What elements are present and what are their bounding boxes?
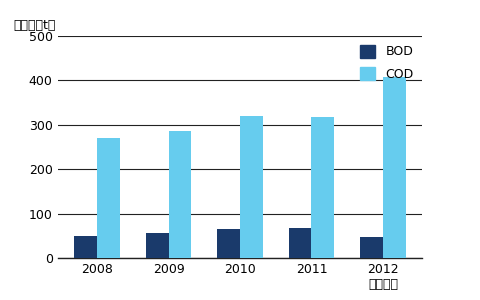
Bar [97, 138, 120, 258]
Bar [312, 117, 335, 258]
Bar [74, 236, 97, 258]
Bar [240, 116, 263, 258]
Bar [383, 77, 406, 258]
Bar [217, 229, 240, 258]
Bar [145, 233, 168, 258]
Text: 排出量（t）: 排出量（t） [14, 19, 56, 32]
Bar [168, 131, 192, 258]
Legend: BOD, COD: BOD, COD [358, 42, 416, 83]
Bar [360, 237, 383, 258]
Bar [288, 228, 312, 258]
